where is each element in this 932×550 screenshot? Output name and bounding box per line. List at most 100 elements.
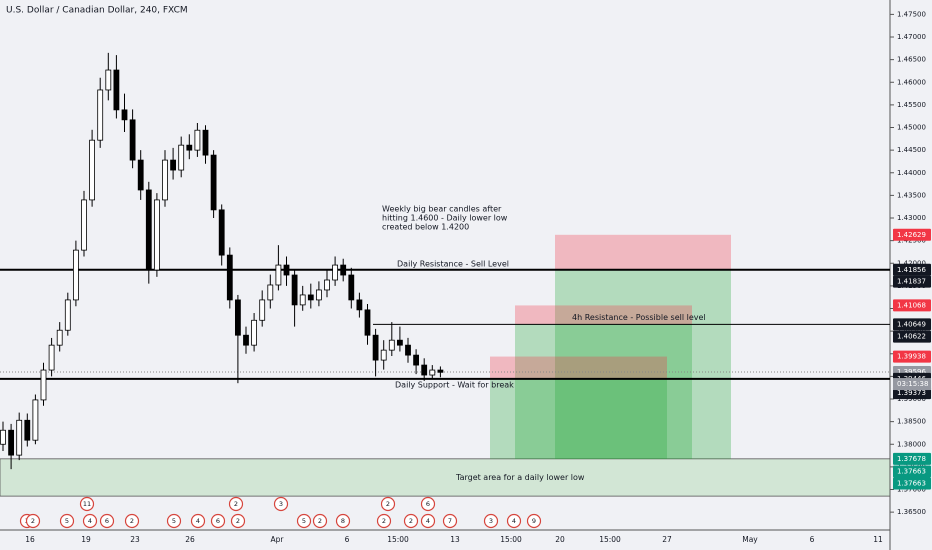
event-count: 2: [409, 517, 413, 525]
x-tick-label: 26: [185, 535, 195, 544]
x-tick-label: 6: [810, 535, 815, 544]
candle-body: [380, 349, 387, 361]
candle-body: [121, 109, 128, 121]
event-icon: [442, 513, 458, 529]
x-tick-label: Apr: [271, 535, 285, 544]
level-label: Daily Support - Wait for break: [395, 380, 514, 389]
candle-body: [153, 199, 160, 271]
event-icon: [99, 513, 115, 529]
candle-body: [170, 159, 177, 171]
candle-body: [243, 334, 249, 346]
event-count: 6: [426, 500, 430, 508]
event-count: 5: [172, 517, 176, 525]
candle-body: [275, 264, 282, 286]
price-badge-label: 1.39373: [897, 389, 926, 397]
event-icon: [296, 513, 312, 529]
candle-body: [356, 299, 363, 311]
annotation: created below 1.4200: [382, 223, 469, 232]
candle-body: [332, 264, 339, 281]
price-badge: [893, 330, 931, 343]
candle-body: [234, 299, 241, 336]
stop-zone: [515, 305, 692, 325]
price-badge-label: 1.40622: [897, 333, 926, 341]
candle-body: [226, 254, 233, 301]
x-tick-label: 6: [345, 535, 350, 544]
event-count: 2: [382, 517, 386, 525]
event-icon: [124, 513, 140, 529]
price-badge-label: 1.40649: [897, 320, 926, 328]
target-label: Target area for a daily lower low: [455, 473, 585, 482]
candle-body: [437, 369, 444, 373]
y-tick-label: 1.37000: [897, 486, 926, 494]
candle-body: [251, 319, 258, 346]
y-tick-label: 1.43500: [897, 191, 926, 199]
candle-body: [73, 249, 79, 301]
candle-body: [218, 209, 225, 256]
countdown: 03:15:38: [897, 380, 928, 388]
event-icon: [483, 513, 499, 529]
event-icon: [312, 513, 328, 529]
event-icon: [25, 513, 41, 529]
event-icon: [506, 513, 522, 529]
x-tick-label: 13: [450, 535, 460, 544]
price-badge: [893, 350, 931, 363]
candle-body: [267, 284, 274, 301]
event-count: 2: [386, 500, 390, 508]
event-icon: [210, 513, 226, 529]
candle-body: [40, 369, 47, 401]
candle-body: [186, 144, 193, 151]
candle-body: [429, 369, 436, 376]
x-tick-label: May: [742, 535, 758, 544]
price-badge-label: 1.42629: [897, 231, 926, 239]
candle-body: [396, 339, 403, 346]
event-count: 3: [279, 500, 283, 508]
event-count: 2: [318, 517, 322, 525]
y-tick-label: 1.38000: [897, 440, 926, 448]
event-icon: [230, 513, 246, 529]
event-icon: [59, 513, 75, 529]
x-tick-label: 20: [555, 535, 565, 544]
event-count: 11: [83, 500, 91, 508]
price-badge-label: 1.39938: [897, 353, 926, 361]
candle-body: [48, 344, 55, 371]
event-count: 7: [448, 517, 452, 525]
candle-body: [145, 189, 152, 271]
stop-zone: [490, 356, 667, 379]
event-icon: [79, 496, 95, 512]
profit-zone: [515, 324, 692, 459]
event-icon: [190, 513, 206, 529]
profit-zone: [555, 269, 731, 459]
y-tick-label: 1.47500: [897, 10, 926, 18]
candle-body: [372, 334, 379, 361]
candle-body: [324, 279, 330, 291]
candle-body: [202, 129, 209, 156]
event-icon: [420, 513, 436, 529]
event-count: 8: [341, 517, 345, 525]
stop-zone: [555, 234, 731, 270]
candle-body: [97, 89, 104, 141]
candle-body: [348, 274, 355, 301]
event-icon: [526, 513, 542, 529]
chart-title: U.S. Dollar / Canadian Dollar, 240, FXCM: [6, 6, 188, 16]
candle-body: [299, 294, 306, 306]
price-badge: [893, 299, 931, 312]
candle-body: [81, 199, 87, 251]
price-badge: [893, 263, 931, 276]
event-count: 2: [31, 517, 35, 525]
y-tick-label: 1.46500: [897, 56, 926, 64]
candle-body: [16, 419, 23, 456]
event-count: 4: [88, 517, 92, 525]
event-count: 4: [426, 517, 430, 525]
y-tick-label: 1.46000: [897, 78, 926, 86]
event-count: 9: [532, 517, 536, 525]
candle-body: [24, 419, 31, 441]
event-icon: [380, 496, 396, 512]
target-area: [0, 458, 891, 497]
x-tick-label: 15:00: [387, 535, 409, 544]
event-icon: [335, 513, 351, 529]
candle-body: [105, 69, 112, 91]
event-icon: [166, 513, 182, 529]
candle-body: [315, 289, 322, 301]
candle-body: [113, 69, 120, 111]
candle-body: [56, 329, 63, 346]
